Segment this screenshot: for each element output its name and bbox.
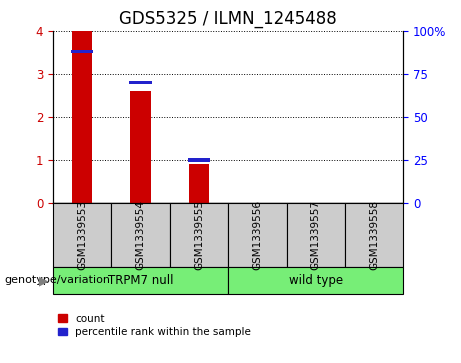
Text: ▶: ▶: [39, 274, 48, 287]
Title: GDS5325 / ILMN_1245488: GDS5325 / ILMN_1245488: [119, 10, 337, 28]
Text: GSM1339553: GSM1339553: [77, 200, 87, 270]
Text: TRPM7 null: TRPM7 null: [108, 274, 173, 287]
Text: GSM1339556: GSM1339556: [252, 200, 262, 270]
Text: wild type: wild type: [289, 274, 343, 287]
Text: GSM1339555: GSM1339555: [194, 200, 204, 270]
Text: genotype/variation: genotype/variation: [5, 276, 111, 285]
Bar: [72, 31, 92, 203]
Text: GSM1339558: GSM1339558: [369, 200, 379, 270]
Bar: [130, 81, 152, 84]
Bar: [188, 158, 210, 162]
Legend: count, percentile rank within the sample: count, percentile rank within the sample: [58, 314, 251, 337]
Text: GSM1339554: GSM1339554: [136, 200, 146, 270]
Bar: [71, 50, 94, 53]
Bar: [189, 164, 209, 203]
Bar: [130, 91, 151, 203]
Text: GSM1339557: GSM1339557: [311, 200, 321, 270]
